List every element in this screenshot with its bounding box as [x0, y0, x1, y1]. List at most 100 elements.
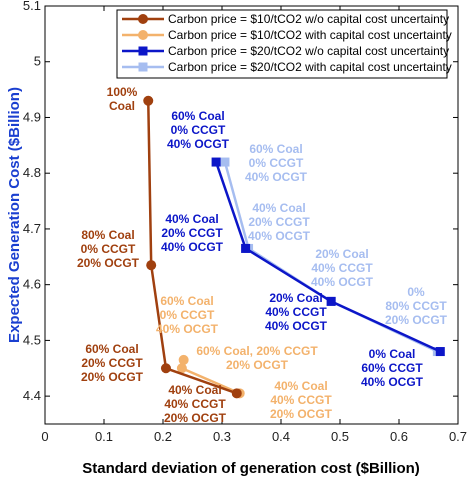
- data-point-circle: [178, 354, 189, 365]
- annotation-line: 40% Coal: [252, 201, 305, 215]
- data-point-circle: [138, 14, 148, 24]
- y-tick-label: 4.7: [23, 221, 41, 236]
- y-tick-label: 5.1: [23, 0, 41, 13]
- annotation-label: 80% Coal 0% CCGT 20% OCGT: [77, 228, 140, 270]
- x-tick-label: 0.6: [390, 429, 408, 444]
- annotation-label: 60% Coal 20% CCGT 20% OCGT: [81, 342, 144, 384]
- legend-items: Carbon price = $10/tCO2 w/o capital cost…: [122, 12, 452, 74]
- annotation-line: 0% CCGT: [249, 156, 304, 170]
- data-point-circle: [176, 363, 187, 374]
- annotation-line: 80% CCGT: [385, 299, 447, 313]
- series-line: [147, 100, 238, 395]
- annotation-line: 40% Coal: [274, 379, 327, 393]
- data-point-circle: [160, 363, 171, 374]
- data-point-circle: [231, 388, 242, 399]
- annotation-line: 60% Coal: [85, 342, 138, 356]
- data-point-square: [241, 243, 251, 253]
- annotation-label: 60% Coal 0% CCGT 40% OCGT: [167, 109, 230, 151]
- annotation-line: 40% Coal: [168, 383, 221, 397]
- annotation-line: 0% CCGT: [81, 242, 136, 256]
- x-tick-label: 0.7: [449, 429, 467, 444]
- annotation-line: 80% Coal: [81, 228, 134, 242]
- annotation-label: 60% Coal 0% CCGT 40% OCGT: [245, 142, 308, 184]
- annotation-line: 100%: [107, 85, 138, 99]
- legend-box: [116, 9, 448, 79]
- annotation-line: 0% CCGT: [171, 123, 226, 137]
- annotation-line: 40% OCGT: [245, 170, 308, 184]
- x-tick-label: 0.1: [95, 429, 113, 444]
- annotation-line: 20% OCGT: [226, 358, 289, 372]
- x-tick-label: 0.2: [154, 429, 172, 444]
- annotation-line: 60% Coal: [160, 294, 213, 308]
- annotation-line: 20% Coal: [269, 291, 322, 305]
- y-tick-label: 4.6: [23, 277, 41, 292]
- annotation-label: 60% Coal, 20% CCGT 20% OCGT: [196, 344, 318, 372]
- annotation-label: 0% Coal 60% CCGT 40% OCGT: [361, 347, 424, 389]
- data-point-square: [138, 46, 148, 56]
- annotation-line: 0% CCGT: [160, 308, 215, 322]
- annotation-label: 0% 80% CCGT 20% OCGT: [385, 285, 448, 327]
- annotation-line: 40% CCGT: [164, 397, 226, 411]
- annotation-label: 100% Coal: [107, 85, 138, 113]
- annotation-line: 60% Coal: [249, 142, 302, 156]
- y-tick-label: 4.4: [23, 388, 41, 403]
- annotation-line: 40% OCGT: [361, 375, 424, 389]
- data-point-square: [220, 157, 230, 167]
- y-axis-title: Expected Generation Cost ($Billion): [6, 87, 23, 343]
- axis-ticks: 0 0.1 0.2 0.3 0.4 0.5 0.6 0.7 4.4 4.5 4.6 4.7 4.8 4.9…: [23, 0, 467, 444]
- legend: Carbon price = $10/tCO2 w/o capital cost…: [116, 9, 452, 79]
- data-point-circle: [143, 95, 154, 106]
- y-tick-label: 4.9: [23, 109, 41, 124]
- data-point-square: [435, 347, 445, 357]
- annotation-line: 20% OCGT: [270, 407, 333, 421]
- x-tick-label: 0.5: [331, 429, 349, 444]
- annotation-line: 40% OCGT: [156, 322, 219, 336]
- annotation-line: 20% OCGT: [81, 370, 144, 384]
- annotation-label: 40% Coal 40% CCGT 20% OCGT: [164, 383, 227, 425]
- annotation-label: 60% Coal 0% CCGT 40% OCGT: [156, 294, 219, 336]
- series-line: [214, 161, 441, 353]
- annotation-line: 0%: [407, 285, 425, 299]
- legend-label: Carbon price = $10/tCO2 w/o capital cost…: [168, 12, 449, 26]
- annotation-line: 0% Coal: [369, 347, 416, 361]
- annotation-line: 40% OCGT: [161, 240, 224, 254]
- data-point-square: [138, 62, 148, 72]
- annotation-line: 40% Coal: [165, 212, 218, 226]
- annotation-label: 40% Coal 40% CCGT 20% OCGT: [270, 379, 333, 421]
- annotation-line: 20% CCGT: [81, 356, 143, 370]
- annotation-line: 60% CCGT: [361, 361, 423, 375]
- annotation-line: 20% OCGT: [164, 411, 227, 425]
- y-tick-label: 5: [34, 54, 41, 69]
- annotation-label: 20% Coal 40% CCGT 40% OCGT: [265, 291, 328, 333]
- annotation-line: Coal: [109, 99, 135, 113]
- legend-label: Carbon price = $10/tCO2 with capital cos…: [168, 28, 452, 42]
- y-tick-label: 4.8: [23, 165, 41, 180]
- series-layer: [143, 95, 445, 399]
- annotation-line: 60% Coal, 20% CCGT: [196, 344, 318, 358]
- annotation-line: 40% CCGT: [270, 393, 332, 407]
- annotation-label: 40% Coal 20% CCGT 40% OCGT: [248, 201, 311, 243]
- annotation-line: 60% Coal: [171, 109, 224, 123]
- annotation-line: 20% Coal: [315, 247, 368, 261]
- data-point-square: [326, 296, 336, 306]
- legend-label: Carbon price = $20/tCO2 with capital cos…: [168, 60, 452, 74]
- annotation-line: 40% CCGT: [265, 305, 327, 319]
- annotation-label: 20% Coal 40% CCGT 40% OCGT: [311, 247, 374, 289]
- data-point-square: [211, 157, 221, 167]
- x-tick-label: 0.3: [213, 429, 231, 444]
- annotation-line: 20% OCGT: [385, 313, 448, 327]
- annotation-line: 20% CCGT: [248, 215, 310, 229]
- x-axis-title: Standard deviation of generation cost ($…: [82, 460, 420, 477]
- annotation-line: 40% OCGT: [265, 319, 328, 333]
- x-tick-label: 0: [41, 429, 48, 444]
- y-tick-label: 4.5: [23, 332, 41, 347]
- annotation-line: 40% OCGT: [167, 137, 230, 151]
- annotation-line: 40% OCGT: [248, 229, 311, 243]
- annotation-line: 40% OCGT: [311, 275, 374, 289]
- annotation-line: 20% OCGT: [77, 256, 140, 270]
- annotation-line: 40% CCGT: [311, 261, 373, 275]
- x-tick-label: 0.4: [272, 429, 290, 444]
- annotation-label: 40% Coal 20% CCGT 40% OCGT: [161, 212, 224, 254]
